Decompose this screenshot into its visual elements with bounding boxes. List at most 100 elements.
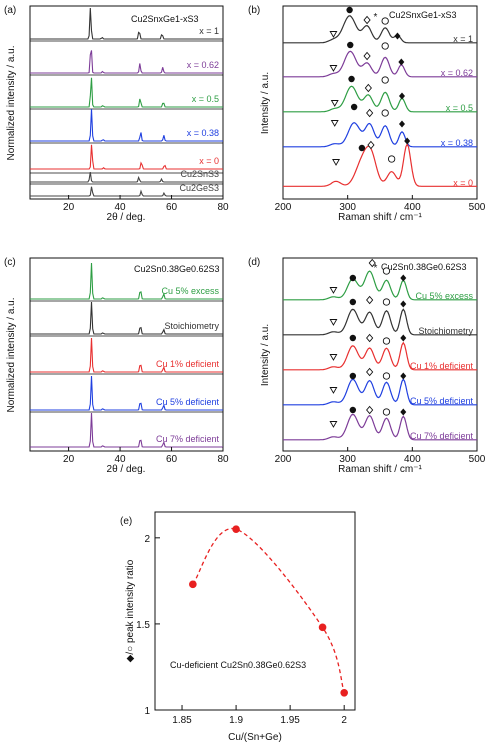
y-axis-label-b: Intensity / a.u. xyxy=(260,72,271,134)
series-line xyxy=(30,144,223,170)
series-label: x = 1 xyxy=(199,26,219,36)
series-label: Cu2GeS3 xyxy=(179,183,219,193)
panel-d: (d) Cu2Sn0.38Ge0.62S3 Cu 5% excess * Stoic… xyxy=(248,257,486,475)
series-label: Cu 5% deficient xyxy=(410,396,474,406)
open-diamond-marker xyxy=(366,295,374,305)
series-label: Cu 1% deficient xyxy=(410,361,474,371)
series-label: Cu2SnS3 xyxy=(180,169,219,179)
series-line xyxy=(283,85,477,113)
trend-line xyxy=(192,528,345,694)
chart-title-a: Cu2SnxGe1-xS3 xyxy=(131,14,199,24)
annotation-e: Cu-deficient Cu2Sn0.38Ge0.62S3 xyxy=(170,660,306,670)
series-line xyxy=(30,186,223,197)
open-triangle-marker xyxy=(330,120,339,127)
series-line xyxy=(30,301,223,335)
x-tick-label: 300 xyxy=(339,202,356,213)
x-tick-label: 60 xyxy=(166,202,178,213)
series-line xyxy=(283,308,477,336)
panel-label-a: (a) xyxy=(4,5,16,16)
data-point xyxy=(189,580,197,589)
series-line xyxy=(30,7,223,40)
open-circle-marker xyxy=(382,267,391,275)
series-label: x = 0.62 xyxy=(187,60,219,70)
y-axis-label-a: Normalized intensity / a.u. xyxy=(6,45,17,160)
series-label: Stoichiometry xyxy=(418,326,473,336)
plot-frame-a xyxy=(29,5,224,200)
series-line xyxy=(283,413,477,441)
x-axis-label-a: 2θ / deg. xyxy=(107,212,146,223)
open-circle-marker xyxy=(387,155,396,163)
open-diamond-marker xyxy=(366,367,374,377)
panel-c: (c) Cu2Sn0.38Ge0.62S3 Cu 5% excess Stoich… xyxy=(4,257,229,475)
series-line xyxy=(283,341,477,371)
x-tick-label: 1.9 xyxy=(229,715,243,726)
open-triangle-marker xyxy=(329,319,338,326)
open-diamond-marker xyxy=(368,258,376,268)
series-line xyxy=(30,337,223,373)
x-tick-label: 1.95 xyxy=(280,715,300,726)
filled-circle-marker xyxy=(347,41,354,49)
x-tick-label: 300 xyxy=(339,454,356,465)
filled-circle-marker xyxy=(349,274,357,282)
open-diamond-marker xyxy=(366,333,374,343)
data-point xyxy=(340,688,348,697)
panel-e: (e) Cu-deficient Cu2Sn0.38Ge0.62S3 1.85 1… xyxy=(120,511,356,743)
open-triangle-marker xyxy=(329,65,338,72)
filled-diamond-marker xyxy=(400,334,407,342)
data-point xyxy=(232,525,240,534)
y-axis-label-d: Intensity / a.u. xyxy=(260,324,271,386)
x-tick-label: 40 xyxy=(115,454,127,465)
series-label: Cu 7% deficient xyxy=(156,434,220,444)
series-label: x = 0.38 xyxy=(441,138,473,148)
series-line xyxy=(30,172,223,183)
series-line xyxy=(30,375,223,411)
series-label: x = 0 xyxy=(453,178,473,188)
plot-frame-c xyxy=(29,257,224,452)
open-triangle-marker xyxy=(329,387,338,394)
x-tick-label: 500 xyxy=(469,202,486,213)
filled-circle-marker xyxy=(358,144,366,152)
open-triangle-marker xyxy=(329,287,338,294)
plot-frame-b xyxy=(282,5,478,200)
series-line xyxy=(30,262,223,300)
filled-circle-marker xyxy=(348,75,355,83)
open-triangle-marker xyxy=(329,354,338,361)
series-label: x = 0.38 xyxy=(187,128,219,138)
x-tick-label: 60 xyxy=(166,454,178,465)
filled-circle-marker xyxy=(346,6,353,14)
series-label: Stoichiometry xyxy=(164,321,219,331)
x-tick-label: 200 xyxy=(275,454,292,465)
plot-frame-e xyxy=(154,511,356,711)
open-triangle-marker xyxy=(330,100,339,107)
series-label: x = 0.5 xyxy=(446,103,473,113)
open-circle-marker xyxy=(381,76,389,84)
x-tick-label: 20 xyxy=(63,454,75,465)
open-diamond-marker xyxy=(366,405,374,415)
x-axis-label-b: Raman shift / cm⁻¹ xyxy=(338,212,422,223)
filled-circle-marker xyxy=(349,406,357,414)
filled-diamond-marker xyxy=(398,58,405,66)
panel-label-e: (e) xyxy=(120,516,132,527)
x-tick-label: 80 xyxy=(217,454,229,465)
open-diamond-marker xyxy=(367,140,375,150)
series-line xyxy=(283,15,477,44)
series-label: Cu 5% deficient xyxy=(156,397,220,407)
x-axis-label-d: Raman shift / cm⁻¹ xyxy=(338,464,422,475)
open-triangle-marker xyxy=(329,31,338,38)
panel-a: (a) Cu2SnxGe1-xS3 x = 1 x = 0.62 x = 0.5 x … xyxy=(4,5,229,223)
chart-title-d: Cu2Sn0.38Ge0.62S3 xyxy=(381,262,467,272)
filled-diamond-marker xyxy=(400,300,407,308)
filled-diamond-marker xyxy=(398,120,405,128)
panel-label-d: (d) xyxy=(248,257,260,268)
open-circle-marker xyxy=(382,337,391,345)
x-tick-label: 400 xyxy=(404,454,421,465)
filled-diamond-marker xyxy=(394,32,401,40)
series-label: Cu 1% deficient xyxy=(156,359,220,369)
y-tick-label: 1.5 xyxy=(136,620,150,631)
y-axis-label-e: ◆/○ peak intensity ratio xyxy=(125,559,136,662)
filled-diamond-marker xyxy=(398,92,405,100)
x-tick-label: 500 xyxy=(469,454,486,465)
series-label: x = 1 xyxy=(453,34,473,44)
open-triangle-marker xyxy=(332,159,341,166)
